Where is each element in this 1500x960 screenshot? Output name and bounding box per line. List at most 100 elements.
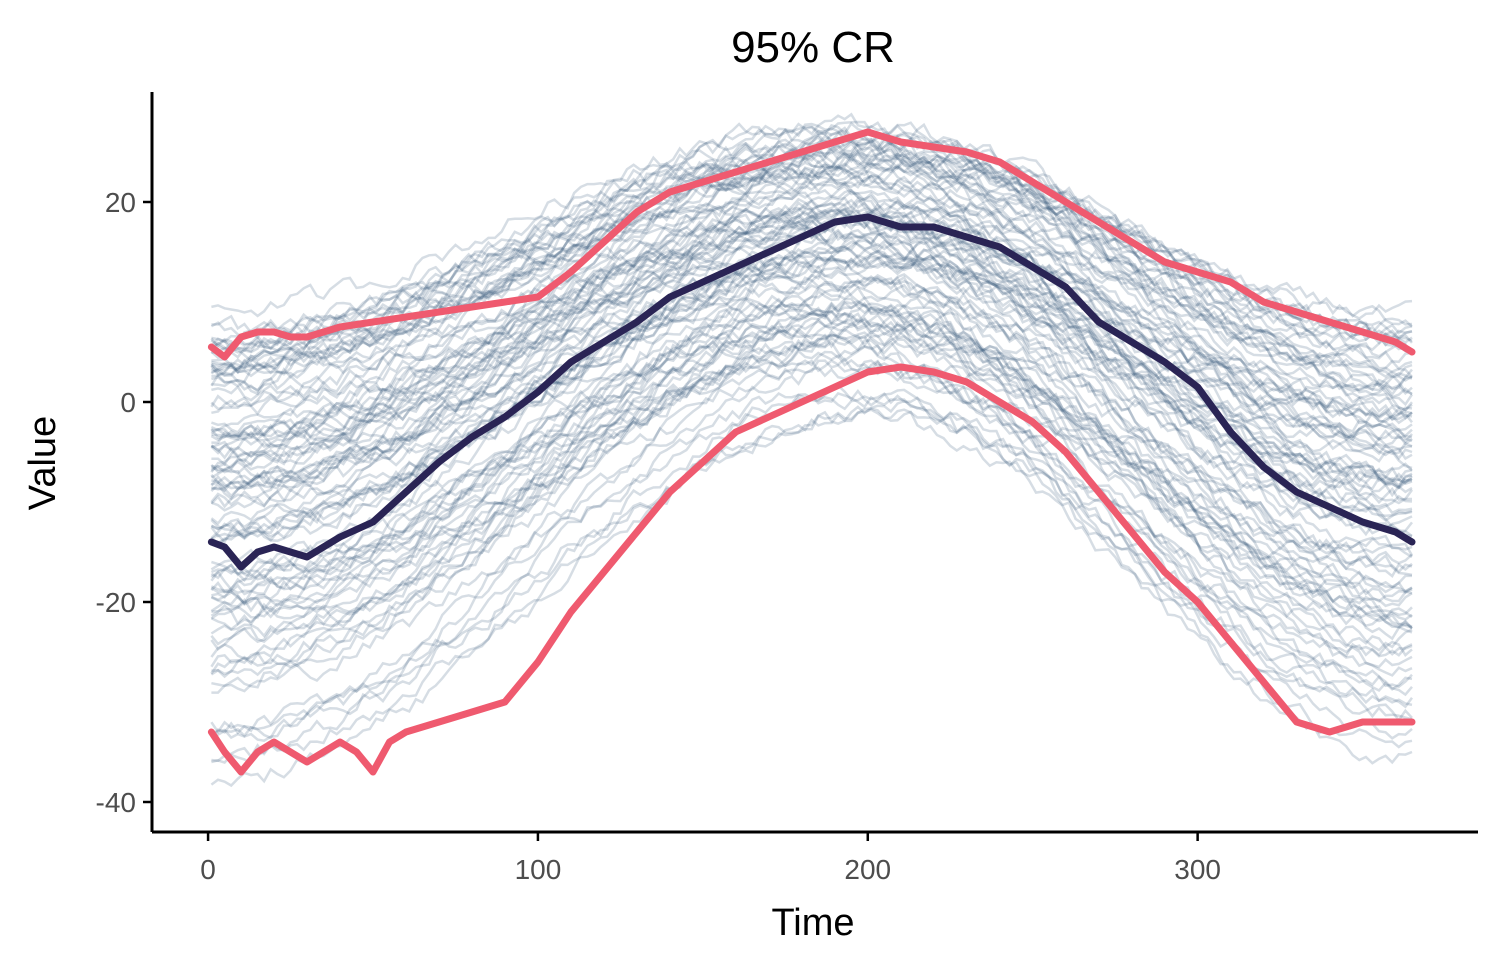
y-tick-label: -20 — [96, 587, 136, 618]
ensemble-line — [210, 284, 1413, 620]
ensemble-line — [210, 151, 1414, 377]
ensemble-line — [210, 313, 1413, 606]
ensemble-line — [210, 196, 1413, 455]
ensemble-line — [210, 297, 1413, 617]
ensemble-line — [210, 295, 1413, 603]
ensemble-line — [210, 230, 1413, 538]
y-tick-label: -40 — [96, 787, 136, 818]
ensemble-line — [211, 300, 1413, 575]
ensemble-line — [210, 357, 1413, 679]
ensemble-line — [211, 208, 1413, 467]
ensemble-line — [210, 209, 1413, 473]
ensemble-line — [210, 206, 1413, 442]
ensemble-line — [210, 256, 1413, 540]
y-axis-title: Value — [22, 416, 64, 510]
series-line-upper — [207, 128, 1416, 361]
ensemble-line — [211, 184, 1413, 438]
ensemble-line — [210, 349, 1413, 675]
plot-area — [207, 112, 1416, 788]
ensemble-line — [210, 311, 1413, 596]
ensemble-line — [210, 273, 1414, 557]
ensemble-line — [210, 147, 1413, 375]
ensemble-line — [210, 195, 1413, 450]
x-tick-label: 300 — [1174, 854, 1221, 885]
ensemble-line — [211, 340, 1413, 689]
ensemble-line — [211, 165, 1413, 412]
ensemble-line — [210, 245, 1414, 540]
ensemble-line — [211, 162, 1413, 399]
x-tick-label: 200 — [844, 854, 891, 885]
y-axis-ticks: -40 -20 0 20 — [96, 187, 152, 818]
x-axis-ticks: 0 100 200 300 — [200, 832, 1221, 885]
ensemble-line — [210, 333, 1413, 660]
ensemble-line — [211, 228, 1413, 498]
ensemble-line — [210, 201, 1413, 474]
ensemble-line — [211, 280, 1413, 599]
ensemble-line — [211, 188, 1413, 441]
ensemble-line — [210, 207, 1413, 486]
ensemble-line — [210, 216, 1412, 505]
ensemble-line — [210, 285, 1412, 589]
ensemble-line — [210, 300, 1413, 621]
ensemble-line — [211, 407, 1413, 765]
ensemble-line — [210, 226, 1413, 498]
ensemble-line — [210, 205, 1413, 452]
ensemble-line — [210, 256, 1413, 544]
ensemble-line — [211, 152, 1413, 392]
ensemble-line — [210, 408, 1413, 788]
ensemble-line — [210, 321, 1413, 651]
y-tick-label: 0 — [120, 387, 136, 418]
x-tick-label: 0 — [200, 854, 216, 885]
ensemble-line — [211, 334, 1413, 652]
ensemble-line — [211, 345, 1413, 693]
ensemble-line — [210, 316, 1413, 634]
ensemble-line — [210, 166, 1413, 420]
ensemble-line — [211, 254, 1413, 518]
ensemble-line — [210, 239, 1413, 532]
ensemble-line — [211, 359, 1413, 694]
ensemble-line — [210, 327, 1413, 656]
series-line-lower — [207, 363, 1416, 776]
ensemble-line — [210, 187, 1413, 459]
ensemble-line — [210, 301, 1413, 630]
ensemble-line — [211, 129, 1413, 353]
ensemble-line — [211, 112, 1413, 344]
ensemble-line — [210, 120, 1413, 354]
y-tick-label: 20 — [105, 187, 136, 218]
ensemble-line — [210, 312, 1413, 606]
ensemble-line — [210, 359, 1413, 735]
x-tick-label: 100 — [515, 854, 562, 885]
x-axis-title: Time — [771, 902, 854, 944]
ensemble-line — [210, 256, 1413, 515]
ensemble-line — [211, 180, 1413, 441]
ensemble-line — [210, 274, 1413, 558]
ensemble-line — [211, 399, 1413, 765]
ensemble-line — [210, 173, 1413, 412]
series-line-median — [207, 213, 1416, 571]
ensemble-line — [211, 125, 1413, 340]
ensemble-line — [210, 254, 1413, 571]
ensemble-line — [210, 141, 1413, 363]
ensemble-line — [210, 306, 1413, 608]
ensemble-line — [210, 198, 1413, 439]
chart-title: 95% CR — [731, 23, 895, 72]
ensemble-line — [211, 162, 1413, 396]
ensemble-line — [210, 209, 1413, 460]
ensemble-line — [210, 249, 1413, 553]
ensemble-line — [211, 213, 1413, 461]
ensemble-line — [210, 206, 1413, 455]
series-lines — [207, 128, 1416, 776]
ensemble-line — [211, 160, 1413, 402]
ensemble-line — [211, 152, 1413, 397]
ensemble-line — [210, 121, 1413, 353]
ensemble-line — [210, 253, 1413, 535]
ensemble-lines — [210, 112, 1414, 788]
ensemble-line — [210, 322, 1413, 638]
ensemble-line — [210, 276, 1413, 583]
ensemble-line — [210, 333, 1413, 697]
ensemble-line — [210, 317, 1413, 657]
ensemble-line — [210, 166, 1413, 392]
ensemble-line — [210, 145, 1413, 382]
ensemble-line — [210, 264, 1413, 565]
